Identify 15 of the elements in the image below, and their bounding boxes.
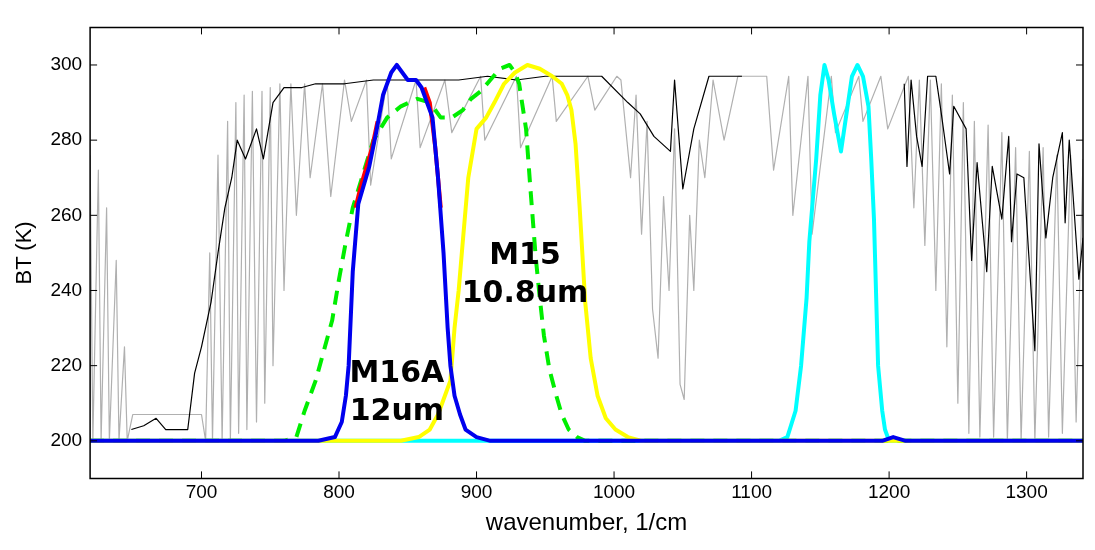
x-tick-label: 1300: [1005, 481, 1048, 503]
y-tick-label: 220: [50, 353, 83, 375]
y-tick-label: 280: [50, 128, 83, 150]
y-tick-label: 260: [50, 203, 83, 225]
x-tick-label: 1200: [867, 481, 911, 503]
x-tick-label: 800: [323, 481, 355, 503]
y-axis-title: BT (K): [11, 221, 37, 285]
y-tick-label: 240: [50, 278, 83, 300]
x-tick-label: 1100: [731, 481, 772, 503]
x-tick-label: 1000: [592, 481, 636, 503]
x-tick-label: 900: [460, 481, 493, 503]
y-tick-label: 200: [50, 429, 83, 451]
y-tick-label: 300: [50, 53, 83, 75]
x-tick-label: 700: [185, 481, 218, 503]
x-axis-title: wavenumber, 1/cm: [484, 508, 688, 536]
